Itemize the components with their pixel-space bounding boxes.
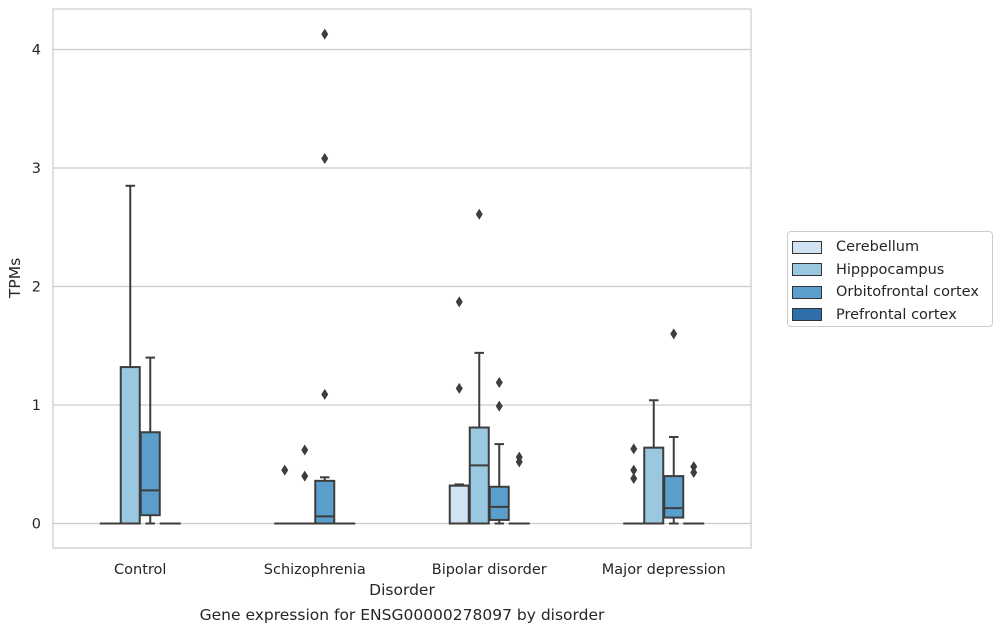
- legend: Cerebellum Hipppocampus Orbitofrontal cort…: [787, 231, 993, 327]
- box-prefrontal-cortex: [683, 461, 705, 525]
- box-iqr: [314, 479, 336, 525]
- y-tick-label: 1: [32, 398, 41, 414]
- legend-swatch: [792, 263, 822, 277]
- legend-label: Cerebellum: [836, 239, 920, 256]
- legend-label: Hipppocampus: [836, 261, 945, 278]
- y-axis-label: TPMs: [6, 258, 24, 299]
- box-orbitofrontal-cortex: [663, 328, 685, 525]
- outlier-point: [630, 443, 638, 455]
- y-tick-label: 4: [32, 43, 41, 59]
- outlier-point: [630, 464, 638, 476]
- box-iqr: [468, 426, 490, 525]
- outlier-point: [321, 388, 329, 400]
- box-iqr: [643, 446, 665, 525]
- box-iqr: [119, 366, 141, 525]
- box-hipppocampus: [294, 444, 316, 525]
- box-cerebellum: [448, 296, 470, 525]
- outlier-point: [321, 28, 329, 40]
- box-iqr: [139, 431, 161, 517]
- outlier-point: [670, 328, 678, 340]
- x-tick-label: Schizophrenia: [264, 562, 366, 578]
- y-tick-labels: 0 1 2 3 4: [32, 43, 41, 533]
- legend-swatch: [792, 285, 822, 299]
- box-layer: [99, 28, 705, 525]
- category-group: [623, 328, 705, 525]
- box-cerebellum: [274, 464, 296, 525]
- box-iqr: [663, 475, 685, 519]
- y-tick-label: 3: [32, 161, 41, 177]
- x-tick-label: Control: [114, 562, 166, 578]
- x-tick-label: Major depression: [602, 562, 726, 578]
- legend-swatch: [792, 308, 822, 322]
- outlier-point: [301, 444, 309, 456]
- outlier-point: [495, 376, 503, 388]
- category-group: [274, 28, 356, 525]
- outlier-point: [301, 470, 309, 482]
- box-iqr: [488, 485, 510, 521]
- x-axis-label: Disorder: [369, 581, 435, 599]
- outlier-point: [690, 467, 698, 479]
- plot-frame: [52, 8, 752, 549]
- y-tick-label: 2: [32, 280, 41, 296]
- legend-item: Prefrontal cortex: [792, 304, 992, 327]
- box-prefrontal-cortex: [508, 451, 530, 525]
- outlier-point: [495, 400, 503, 412]
- outlier-point: [630, 472, 638, 484]
- outlier-point: [475, 208, 483, 220]
- x-tick-labels: Control Schizophrenia Bipolar disorder Majo…: [114, 562, 726, 578]
- y-tick-label: 0: [32, 517, 41, 533]
- outlier-point: [690, 461, 698, 473]
- legend-label: Prefrontal cortex: [836, 306, 957, 323]
- category-group: [448, 208, 530, 525]
- legend-item: Hipppocampus: [792, 259, 992, 282]
- box-iqr: [448, 484, 470, 525]
- box-hipppocampus: [643, 399, 665, 525]
- legend-item: Cerebellum: [792, 236, 992, 259]
- chart-caption: Gene expression for ENSG00000278097 by d…: [199, 606, 605, 624]
- box-orbitofrontal-cortex: [488, 376, 510, 525]
- legend-label: Orbitofrontal cortex: [836, 284, 979, 301]
- legend-swatch: [792, 240, 822, 254]
- outlier-point: [515, 456, 523, 468]
- outlier-point: [321, 153, 329, 165]
- legend-item: Orbitofrontal cortex: [792, 281, 992, 304]
- box-orbitofrontal-cortex: [139, 356, 161, 525]
- box-hipppocampus: [468, 208, 490, 525]
- box-hipppocampus: [119, 184, 141, 525]
- box-cerebellum: [623, 443, 645, 525]
- x-tick-label: Bipolar disorder: [432, 562, 547, 578]
- box-orbitofrontal-cortex: [314, 28, 336, 525]
- outlier-point: [281, 464, 289, 476]
- outlier-point: [455, 296, 463, 308]
- outlier-point: [455, 382, 463, 394]
- category-group: [99, 184, 181, 525]
